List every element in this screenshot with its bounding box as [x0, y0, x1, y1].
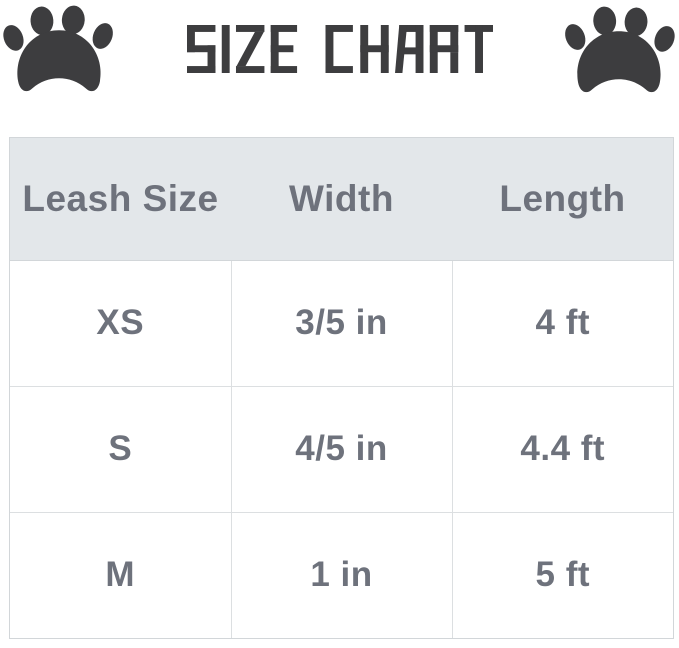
table-cell: 1 in — [230, 511, 452, 638]
table-cell: XS — [10, 260, 231, 386]
page-title — [186, 25, 493, 73]
header-banner — [0, 0, 679, 137]
size-table-header: Leash Size Width Length — [10, 138, 673, 261]
table-cell: 4/5 in — [230, 385, 452, 512]
header-row: Leash Size Width Length — [10, 138, 673, 261]
paw-print-icon — [561, 6, 675, 106]
table-cell: 4.4 ft — [451, 385, 673, 512]
table-row: XS 3/5 in 4 ft — [10, 260, 673, 386]
size-table: Leash Size Width Length XS 3/5 in 4 ft S 4/5 i… — [9, 137, 674, 639]
column-header: Width — [231, 138, 452, 261]
size-chart-table: Leash Size Width Length XS 3/5 in 4 ft S 4/5 i… — [10, 138, 673, 638]
table-cell: 4 ft — [451, 260, 673, 386]
table-cell: M — [10, 511, 231, 638]
table-cell: 5 ft — [451, 511, 673, 638]
table-cell: S — [10, 385, 231, 512]
column-header: Leash Size — [10, 138, 231, 261]
size-table-body: XS 3/5 in 4 ft S 4/5 in 4.4 ft M 1 in 5 ft — [10, 260, 673, 638]
column-header: Length — [452, 138, 673, 261]
table-row: S 4/5 in 4.4 ft — [10, 385, 673, 512]
table-cell: 3/5 in — [230, 260, 452, 386]
paw-print-icon — [3, 5, 117, 105]
